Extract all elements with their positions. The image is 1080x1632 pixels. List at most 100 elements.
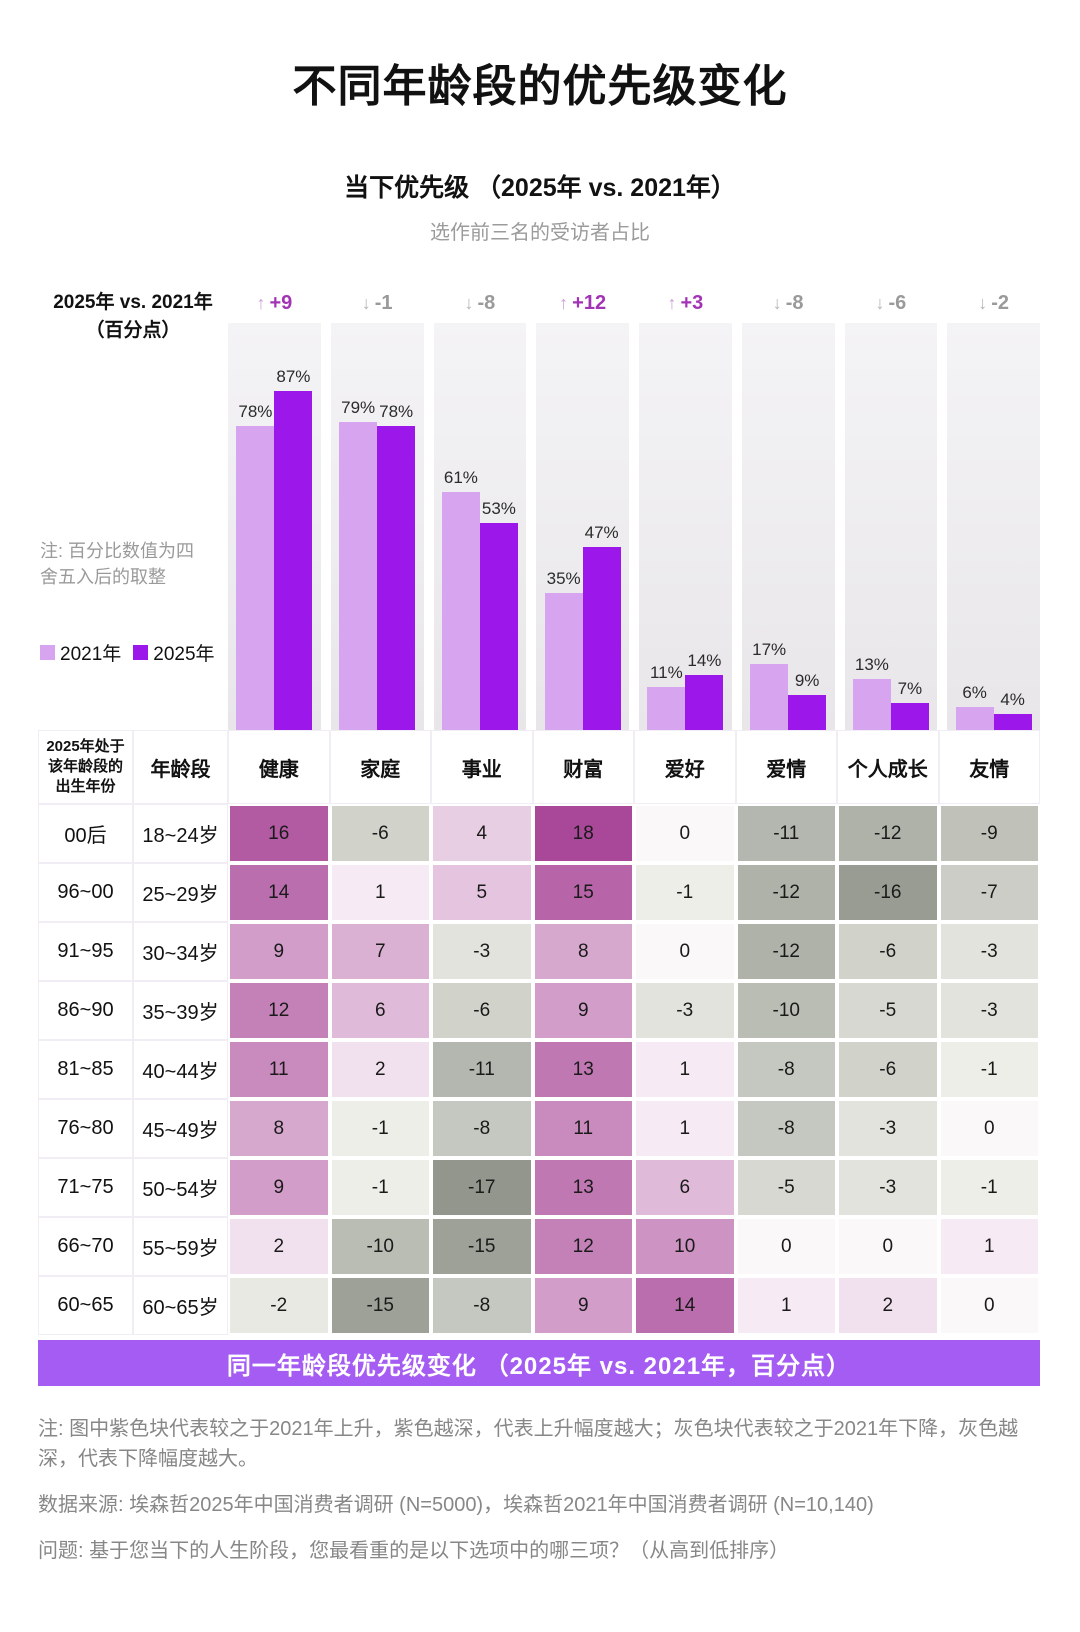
table-cell-value: -8 <box>737 1101 835 1156</box>
bar-group: 4% <box>993 690 1032 730</box>
legend-swatch-icon <box>40 645 55 660</box>
up-arrow-icon: ↑ <box>559 292 569 313</box>
table-cell-value: -6 <box>839 924 937 979</box>
chart-column: ↑ +3 11% 14% <box>639 283 732 730</box>
bar-group: 11% <box>647 663 686 730</box>
bar-group: 6% <box>955 683 994 730</box>
bar-value-label: 9% <box>794 671 820 690</box>
table-row-age: 30~34岁 <box>133 922 228 981</box>
bar-value-label: 78% <box>379 402 414 421</box>
bar-2021 <box>236 426 275 730</box>
table-cell: -12 <box>735 922 837 981</box>
bar-group: 9% <box>788 671 827 730</box>
table-row-birth: 86~90 <box>38 981 133 1040</box>
table-cell-value: 4 <box>433 806 531 861</box>
column-background: 35% 47% <box>536 323 629 730</box>
legend-item: 2025年 <box>133 639 215 666</box>
table-cell: 5 <box>431 863 533 922</box>
table-cell: -7 <box>938 863 1040 922</box>
delta-badge: ↑ +12 <box>536 283 629 323</box>
table-cell: -11 <box>431 1040 533 1099</box>
delta-badge: ↓ -8 <box>742 283 835 323</box>
table-cell: -3 <box>938 981 1040 1040</box>
bar-value-label: 78% <box>238 402 273 421</box>
column-background: 78% 87% <box>228 323 321 730</box>
table-cell: 2 <box>329 1040 431 1099</box>
table-cell: 9 <box>532 1276 634 1335</box>
table-cell-value: -2 <box>230 1278 328 1333</box>
table-cell-value: -1 <box>331 1160 429 1215</box>
bar-2021 <box>647 687 686 730</box>
table-cell: 9 <box>228 922 330 981</box>
delta-axis-label: 2025年 vs. 2021年 （百分点） <box>38 289 228 344</box>
bar-value-label: 61% <box>443 468 478 487</box>
bar-2025 <box>685 675 724 730</box>
delta-value: +3 <box>680 291 704 314</box>
delta-value: -2 <box>991 291 1010 314</box>
column-background: 13% 7% <box>844 323 938 730</box>
table-cell: -1 <box>634 863 736 922</box>
table-cell-value: 0 <box>737 1219 835 1274</box>
table-cell: 0 <box>837 1217 939 1276</box>
table-cell: -3 <box>431 922 533 981</box>
table-header-category: 财富 <box>532 730 634 804</box>
table-cell-value: 1 <box>636 1101 734 1156</box>
bar-group: 79% <box>339 398 378 730</box>
bar-group: 78% <box>236 402 275 730</box>
footnote-survey-question: 问题: 基于您当下的人生阶段，您最看重的是以下选项中的哪三项？（从高到低排序） <box>38 1540 790 1562</box>
table-cell-value: -15 <box>433 1219 531 1274</box>
table-header-category: 健康 <box>228 730 330 804</box>
table-cell-value: 12 <box>230 983 328 1038</box>
table-cell: -12 <box>735 863 837 922</box>
chart-column: ↓ -1 79% 78% <box>330 283 424 730</box>
table-cell: 1 <box>634 1040 736 1099</box>
table-row-birth: 81~85 <box>38 1040 133 1099</box>
table-cell-value: 9 <box>534 983 632 1038</box>
delta-value: -1 <box>374 291 393 314</box>
table-cell: 18 <box>532 804 634 863</box>
table-cell-value: 0 <box>636 924 734 979</box>
bar-2021 <box>544 593 583 730</box>
table-cell-value: 1 <box>940 1219 1038 1274</box>
table-cell-value: 2 <box>230 1219 328 1274</box>
table-cell: -9 <box>938 804 1040 863</box>
chart-subtitle: 选作前三名的受访者占比 <box>430 222 650 244</box>
footnote-color-legend: 注: 图中紫色块代表较之于2021年上升，紫色越深，代表上升幅度越大；灰色块代表… <box>38 1418 1019 1470</box>
bar-value-label: 35% <box>546 569 581 588</box>
legend-swatch-icon <box>133 645 149 660</box>
table-cell-value: -7 <box>940 865 1038 920</box>
table-row-birth: 96~00 <box>38 863 133 922</box>
chart-column: ↓ -8 17% 9% <box>741 283 835 730</box>
legend-label: 2025年 <box>153 644 215 665</box>
table-cell: -1 <box>329 1099 431 1158</box>
down-arrow-icon: ↓ <box>361 292 371 313</box>
table-cell: 15 <box>532 863 634 922</box>
bar-value-label: 53% <box>481 499 516 518</box>
column-background: 61% 53% <box>433 323 527 730</box>
table-cell: 11 <box>532 1099 634 1158</box>
table-header-category: 爱情 <box>735 730 837 804</box>
up-arrow-icon: ↑ <box>256 292 266 313</box>
bar-2021 <box>852 679 891 730</box>
chart-legend: 2021年 2025年 <box>40 639 215 666</box>
table-cell-value: -1 <box>940 1042 1038 1097</box>
table-cell: -17 <box>431 1158 533 1217</box>
table-cell: 7 <box>329 922 431 981</box>
table-cell-value: -3 <box>433 924 531 979</box>
table-row-birth: 00后 <box>38 804 133 863</box>
bar-2021 <box>955 707 994 730</box>
bar-group: 14% <box>685 651 724 730</box>
bar-2025 <box>377 426 416 730</box>
table-row-age: 50~54岁 <box>133 1158 228 1217</box>
delta-badge: ↑ +3 <box>639 283 732 323</box>
table-cell-value: 0 <box>839 1219 937 1274</box>
table-cell-value: -8 <box>433 1278 531 1333</box>
table-cell: 0 <box>938 1276 1040 1335</box>
bar-group: 53% <box>479 499 518 730</box>
bar-pair: 78% 87% <box>228 367 321 730</box>
chart-plot-area: ↑ +9 78% 87% ↓ -1 79% 78% ↓ -8 61% 53% ↑ +12 35% 47% ↑ +3… <box>228 283 1040 730</box>
table-cell-value: 6 <box>636 1160 734 1215</box>
table-cell-value: 1 <box>737 1278 835 1333</box>
table-cell-value: 2 <box>839 1278 937 1333</box>
table-cell: 2 <box>837 1276 939 1335</box>
